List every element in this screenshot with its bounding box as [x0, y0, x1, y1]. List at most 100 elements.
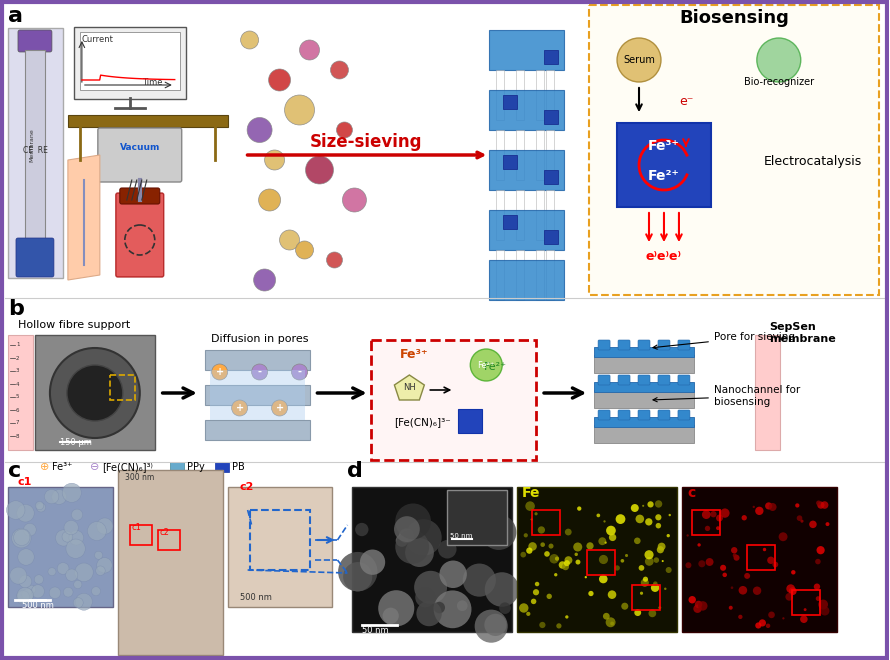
Circle shape	[36, 503, 45, 512]
Circle shape	[816, 546, 825, 554]
Circle shape	[738, 614, 742, 619]
FancyBboxPatch shape	[678, 375, 690, 385]
FancyBboxPatch shape	[658, 410, 670, 420]
Text: Current: Current	[82, 35, 114, 44]
Circle shape	[795, 504, 799, 508]
FancyBboxPatch shape	[214, 462, 229, 472]
Circle shape	[62, 531, 73, 542]
FancyBboxPatch shape	[546, 130, 554, 180]
Text: +: +	[276, 403, 284, 413]
FancyBboxPatch shape	[18, 30, 52, 52]
Circle shape	[744, 573, 750, 579]
Circle shape	[549, 554, 559, 564]
Text: Nanochannel for
biosensing: Nanochannel for biosensing	[653, 385, 800, 407]
Text: 150 μm: 150 μm	[60, 438, 92, 447]
Circle shape	[336, 122, 352, 138]
Circle shape	[667, 534, 670, 537]
FancyBboxPatch shape	[68, 115, 228, 127]
Circle shape	[327, 252, 343, 268]
Circle shape	[645, 557, 653, 566]
Circle shape	[405, 519, 441, 556]
FancyBboxPatch shape	[618, 410, 630, 420]
Circle shape	[716, 515, 723, 521]
Circle shape	[699, 560, 706, 568]
Circle shape	[647, 501, 653, 508]
Circle shape	[655, 514, 661, 520]
Circle shape	[773, 562, 778, 568]
Text: [Fe(CN)₆]³⁾: [Fe(CN)₆]³⁾	[101, 462, 153, 472]
Text: c: c	[687, 486, 695, 500]
Circle shape	[64, 521, 78, 535]
Text: 8: 8	[16, 434, 20, 438]
Text: PB: PB	[231, 462, 245, 472]
Circle shape	[643, 577, 648, 582]
Circle shape	[800, 615, 807, 623]
FancyBboxPatch shape	[638, 375, 650, 385]
Text: SepSen
membrane: SepSen membrane	[769, 322, 836, 344]
Circle shape	[635, 515, 644, 523]
FancyBboxPatch shape	[490, 210, 564, 250]
Circle shape	[661, 560, 664, 562]
Circle shape	[94, 551, 102, 559]
Circle shape	[6, 501, 25, 519]
Circle shape	[539, 622, 546, 628]
Text: Fe³⁺: Fe³⁺	[400, 348, 428, 361]
Circle shape	[535, 512, 538, 515]
Text: Biosensing: Biosensing	[679, 9, 789, 27]
Circle shape	[702, 510, 710, 519]
Circle shape	[768, 612, 775, 618]
Text: NH: NH	[403, 383, 416, 392]
FancyBboxPatch shape	[595, 347, 694, 357]
Circle shape	[639, 565, 644, 571]
Circle shape	[417, 601, 441, 626]
Circle shape	[732, 553, 737, 557]
Circle shape	[611, 622, 614, 626]
Circle shape	[634, 537, 641, 544]
Text: ⊖: ⊖	[90, 462, 100, 472]
FancyBboxPatch shape	[598, 340, 610, 350]
FancyBboxPatch shape	[458, 409, 482, 433]
Circle shape	[575, 552, 578, 556]
FancyBboxPatch shape	[658, 375, 670, 385]
Circle shape	[259, 189, 280, 211]
Circle shape	[756, 507, 764, 515]
FancyBboxPatch shape	[516, 70, 524, 120]
Circle shape	[395, 504, 431, 539]
Circle shape	[609, 534, 616, 541]
Circle shape	[765, 502, 773, 510]
Text: d: d	[347, 461, 363, 481]
Circle shape	[69, 531, 84, 545]
Circle shape	[729, 606, 732, 610]
Circle shape	[809, 521, 817, 528]
Circle shape	[212, 364, 228, 380]
Text: c: c	[8, 461, 21, 481]
Circle shape	[546, 593, 552, 599]
FancyBboxPatch shape	[536, 250, 544, 300]
FancyBboxPatch shape	[546, 190, 554, 240]
Circle shape	[706, 558, 714, 566]
FancyBboxPatch shape	[490, 90, 564, 130]
FancyBboxPatch shape	[595, 417, 694, 427]
Circle shape	[615, 566, 619, 571]
Circle shape	[474, 610, 507, 643]
Circle shape	[285, 95, 314, 125]
Circle shape	[641, 579, 649, 587]
Circle shape	[92, 587, 101, 596]
Circle shape	[338, 552, 377, 591]
Text: a: a	[8, 6, 23, 26]
Circle shape	[644, 550, 653, 559]
Circle shape	[71, 509, 83, 520]
Polygon shape	[394, 375, 425, 400]
FancyBboxPatch shape	[598, 375, 610, 385]
Text: 3: 3	[16, 368, 20, 374]
Circle shape	[17, 587, 33, 604]
FancyBboxPatch shape	[755, 335, 780, 450]
Circle shape	[416, 587, 435, 607]
Text: Fe: Fe	[522, 486, 541, 500]
Circle shape	[530, 599, 537, 604]
FancyBboxPatch shape	[497, 190, 505, 240]
Circle shape	[295, 241, 313, 259]
Text: CE  RE: CE RE	[22, 146, 47, 155]
Circle shape	[605, 617, 616, 627]
Text: Time: Time	[142, 78, 163, 87]
